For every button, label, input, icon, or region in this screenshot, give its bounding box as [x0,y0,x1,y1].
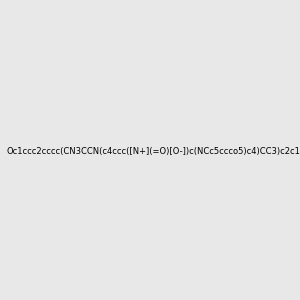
Text: Oc1ccc2cccc(CN3CCN(c4ccc([N+](=O)[O-])c(NCc5ccco5)c4)CC3)c2c1: Oc1ccc2cccc(CN3CCN(c4ccc([N+](=O)[O-])c(… [7,147,300,156]
